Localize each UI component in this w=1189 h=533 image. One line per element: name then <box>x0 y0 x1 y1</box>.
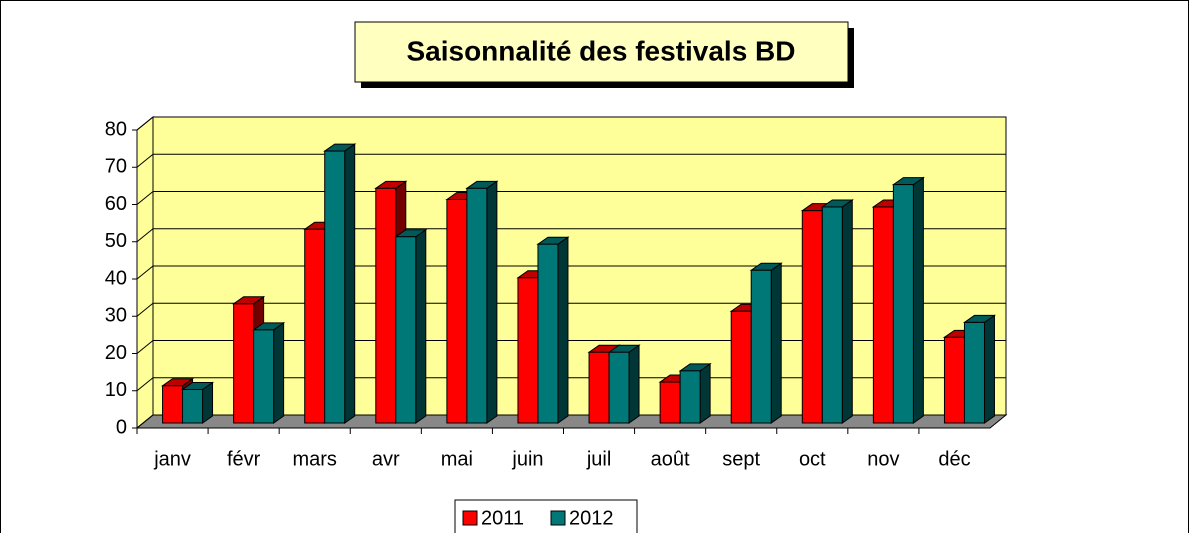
bar-side <box>841 198 853 424</box>
bar-side <box>344 143 356 424</box>
x-tick-label: juin <box>511 448 543 470</box>
x-tick-label: janv <box>153 448 191 470</box>
bar <box>588 351 610 424</box>
bar-side <box>486 180 498 424</box>
bar <box>943 336 965 424</box>
bar-side <box>273 321 285 424</box>
x-tick-label: déc <box>938 448 970 470</box>
grid-line <box>136 265 1006 280</box>
grid-line <box>136 414 1006 429</box>
x-tick-label: nov <box>867 448 899 470</box>
y-tick-label: 0 <box>116 416 127 438</box>
bar <box>253 329 275 424</box>
bar <box>517 277 539 424</box>
y-tick-label: 50 <box>105 230 127 252</box>
y-tick-label: 70 <box>105 156 127 178</box>
x-tick-label: oct <box>799 448 826 470</box>
title-box <box>354 21 849 83</box>
legend-label: 2011 <box>481 507 524 529</box>
x-tick-label: août <box>651 448 690 470</box>
x-tick-label: juil <box>586 448 611 470</box>
bar <box>304 228 326 424</box>
grid-line <box>136 228 1006 243</box>
grid-line <box>136 340 1006 354</box>
bar-side <box>699 362 711 424</box>
grid-line <box>136 153 1006 168</box>
bar <box>801 210 823 424</box>
x-tick-label: mars <box>292 448 336 470</box>
bar <box>750 269 772 424</box>
bar <box>892 184 914 424</box>
x-tick-label: févr <box>227 448 261 470</box>
bar <box>963 321 985 424</box>
y-tick-label: 60 <box>105 193 127 215</box>
bar <box>608 351 630 424</box>
bar <box>872 206 894 424</box>
bar-side <box>628 344 640 424</box>
x-tick-label: sept <box>722 448 760 470</box>
y-tick-label: 80 <box>105 118 127 140</box>
y-tick-label: 30 <box>105 305 127 327</box>
bar-side <box>983 314 995 424</box>
bar <box>821 206 843 424</box>
grid-line <box>136 191 1006 205</box>
bar <box>233 303 255 424</box>
bar <box>395 236 417 424</box>
legend-label: 2012 <box>569 507 614 529</box>
bar <box>182 388 204 424</box>
grid-line <box>136 302 1006 317</box>
bar <box>537 243 559 424</box>
y-tick-label: 10 <box>105 379 127 401</box>
bar <box>324 150 346 424</box>
chart-title: Saisonnalité des festivals BD <box>406 35 795 66</box>
y-tick-label: 20 <box>105 342 127 364</box>
bar-side <box>912 176 924 424</box>
legend-box <box>454 499 638 533</box>
bar <box>446 199 468 424</box>
legend-swatch <box>550 510 566 526</box>
bar <box>375 187 397 424</box>
bar <box>162 385 184 424</box>
x-tick-label: mai <box>441 448 473 470</box>
bar-side <box>557 236 569 424</box>
x-tick-label: avr <box>372 448 400 470</box>
bar <box>466 187 488 424</box>
y-tick-label: 40 <box>105 267 127 289</box>
legend-swatch <box>462 510 478 526</box>
bar <box>659 381 681 424</box>
grid-line <box>136 116 1006 131</box>
bar <box>679 370 701 424</box>
bar-side <box>770 262 782 424</box>
grid-line <box>136 377 1006 392</box>
bar-side <box>415 228 427 424</box>
bar <box>730 310 752 424</box>
